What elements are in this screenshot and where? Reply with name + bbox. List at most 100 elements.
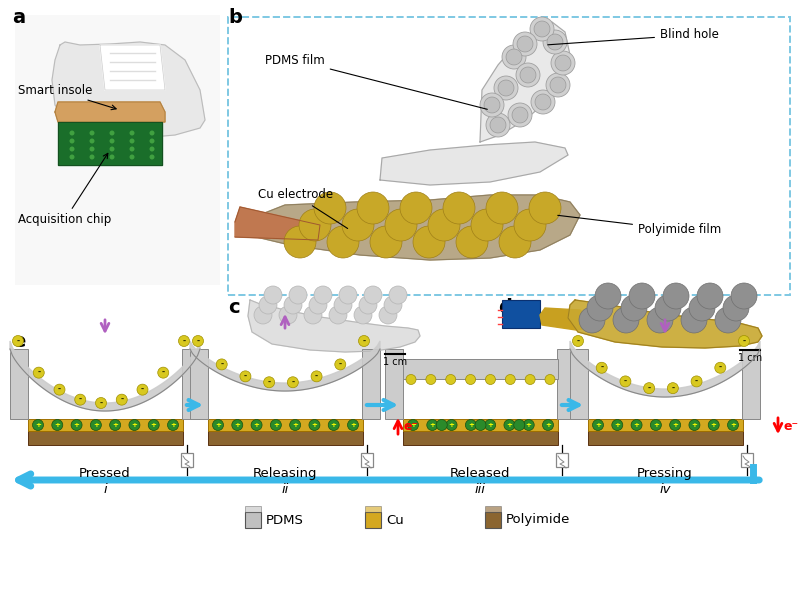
Circle shape: [629, 283, 655, 309]
Circle shape: [290, 419, 301, 431]
Bar: [588, 431, 743, 445]
Circle shape: [498, 80, 514, 96]
Circle shape: [517, 36, 533, 52]
Text: Smart insole: Smart insole: [18, 83, 116, 110]
Circle shape: [486, 374, 495, 385]
Circle shape: [650, 419, 662, 431]
Circle shape: [150, 154, 154, 160]
Circle shape: [347, 419, 358, 431]
Text: -: -: [17, 337, 19, 346]
Circle shape: [667, 383, 678, 394]
Circle shape: [232, 419, 242, 431]
Circle shape: [254, 306, 272, 324]
Text: +: +: [730, 422, 736, 428]
Circle shape: [523, 419, 534, 431]
Circle shape: [150, 130, 154, 136]
Circle shape: [116, 394, 127, 405]
Bar: [245, 512, 261, 528]
Circle shape: [264, 377, 274, 388]
Polygon shape: [540, 308, 590, 330]
Text: +: +: [234, 422, 240, 428]
Circle shape: [406, 374, 416, 385]
Circle shape: [400, 192, 432, 224]
Circle shape: [193, 335, 203, 346]
Polygon shape: [480, 22, 570, 142]
Circle shape: [697, 283, 723, 309]
Text: +: +: [653, 422, 658, 428]
Circle shape: [130, 146, 134, 151]
Text: -: -: [141, 385, 144, 394]
Text: -: -: [315, 372, 318, 381]
Text: +: +: [468, 422, 474, 428]
Bar: [403, 359, 558, 379]
Bar: [208, 419, 363, 431]
Circle shape: [426, 374, 436, 385]
Text: +: +: [614, 422, 620, 428]
Text: -: -: [624, 377, 627, 386]
Circle shape: [328, 419, 339, 431]
Circle shape: [137, 384, 148, 395]
Circle shape: [551, 51, 575, 75]
Text: -: -: [338, 360, 342, 369]
Text: Released: Released: [450, 467, 510, 480]
Text: -: -: [742, 337, 746, 346]
Circle shape: [339, 286, 357, 304]
Text: +: +: [526, 422, 532, 428]
Bar: [742, 349, 760, 419]
Polygon shape: [380, 142, 568, 185]
Polygon shape: [10, 341, 200, 411]
Circle shape: [514, 419, 525, 431]
Bar: [741, 453, 753, 467]
Circle shape: [150, 146, 154, 151]
Circle shape: [531, 90, 555, 114]
Circle shape: [364, 286, 382, 304]
Circle shape: [546, 73, 570, 97]
Circle shape: [436, 419, 447, 431]
Text: iv: iv: [659, 483, 670, 496]
Text: +: +: [112, 422, 118, 428]
Text: Polyimide film: Polyimide film: [558, 215, 722, 236]
Text: PDMS film: PDMS film: [265, 53, 487, 109]
Polygon shape: [568, 300, 762, 348]
Circle shape: [251, 419, 262, 431]
Circle shape: [130, 154, 134, 160]
Circle shape: [270, 419, 282, 431]
Circle shape: [359, 296, 377, 314]
Circle shape: [385, 209, 417, 241]
Circle shape: [506, 49, 522, 65]
Text: e⁻: e⁻: [403, 419, 418, 433]
Circle shape: [90, 154, 94, 160]
Bar: [485, 512, 501, 528]
Circle shape: [530, 17, 554, 41]
Text: Cu electrode: Cu electrode: [258, 188, 348, 229]
Text: -: -: [577, 337, 579, 346]
Circle shape: [490, 117, 506, 133]
Circle shape: [287, 377, 298, 388]
Circle shape: [545, 374, 555, 385]
Circle shape: [466, 419, 476, 431]
Circle shape: [150, 139, 154, 143]
Circle shape: [334, 296, 352, 314]
Circle shape: [514, 209, 546, 241]
Circle shape: [550, 77, 566, 93]
Circle shape: [506, 374, 515, 385]
Polygon shape: [58, 122, 162, 165]
Circle shape: [71, 419, 82, 431]
Circle shape: [309, 419, 320, 431]
Circle shape: [428, 209, 460, 241]
Circle shape: [471, 209, 503, 241]
Circle shape: [129, 419, 140, 431]
Circle shape: [691, 376, 702, 387]
Circle shape: [342, 209, 374, 241]
Circle shape: [70, 154, 74, 160]
Circle shape: [529, 192, 561, 224]
Circle shape: [357, 192, 389, 224]
Circle shape: [13, 335, 23, 346]
Circle shape: [90, 146, 94, 151]
Circle shape: [513, 32, 537, 56]
Text: +: +: [311, 422, 318, 428]
Circle shape: [74, 394, 86, 405]
Circle shape: [516, 63, 540, 87]
Circle shape: [279, 306, 297, 324]
Circle shape: [466, 374, 475, 385]
